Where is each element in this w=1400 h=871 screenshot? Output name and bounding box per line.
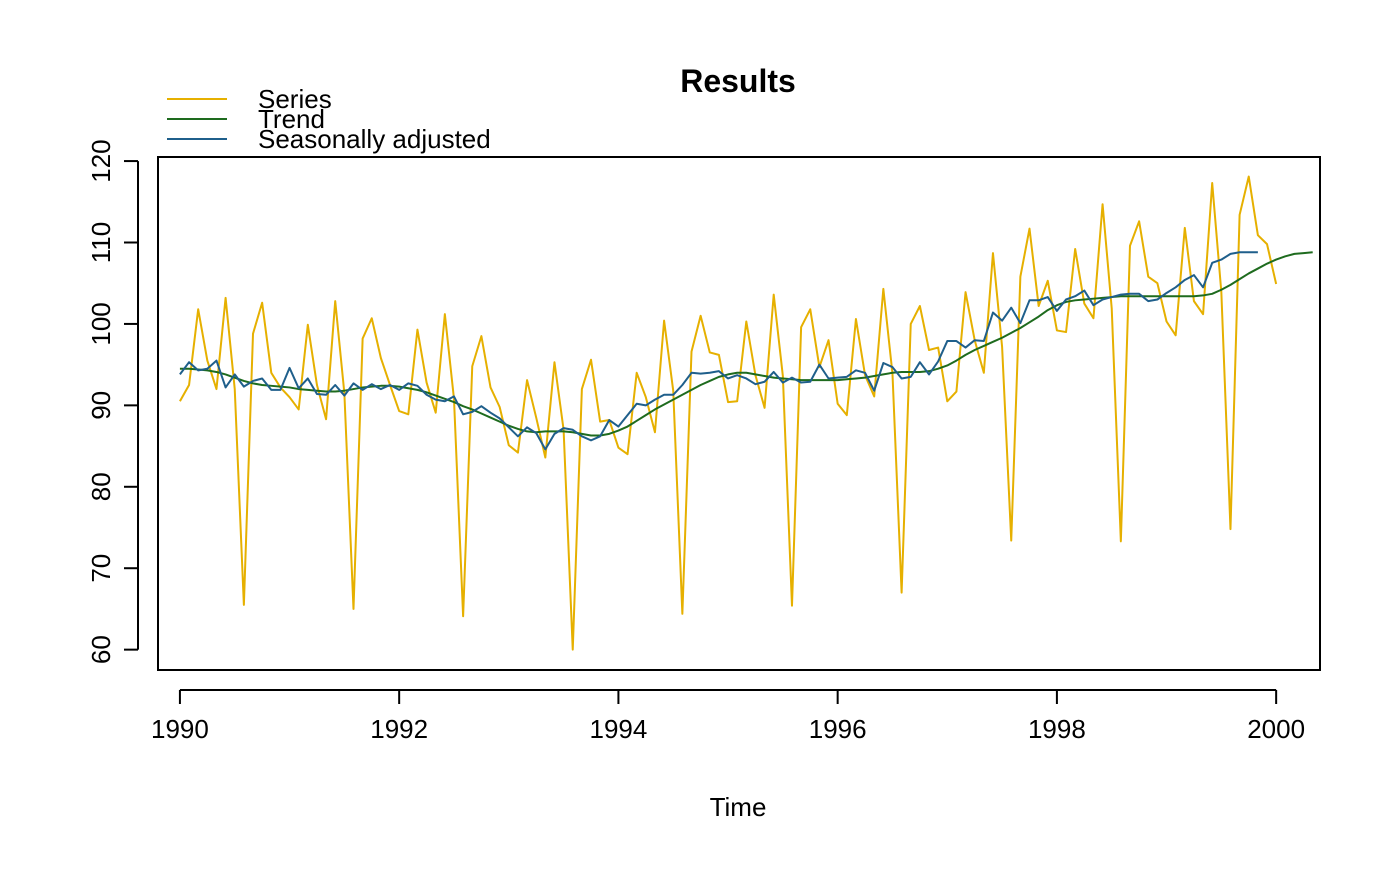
x-tick-label: 1998 [1028, 714, 1086, 744]
series-line-trend [179, 251, 1313, 437]
y-tick-label: 70 [86, 554, 116, 583]
y-tick-label: 80 [86, 472, 116, 501]
legend-label: Trend [258, 104, 325, 134]
x-tick-label: 1994 [589, 714, 647, 744]
chart-title: Results [680, 63, 796, 99]
y-tick-label: 100 [86, 302, 116, 345]
x-axis-title: Time [710, 792, 767, 822]
series-line-seasonally-adjusted [179, 251, 1258, 451]
x-tick-label: 1996 [809, 714, 867, 744]
y-tick-label: 110 [86, 222, 116, 263]
y-tick-label: 60 [86, 635, 116, 664]
series-layer [179, 175, 1313, 651]
legend-label: Series [258, 84, 332, 114]
x-axis: 1990 1992 1994 1996 1998 2000 [151, 689, 1305, 744]
x-tick-label: 1992 [370, 714, 428, 744]
y-tick-label: 90 [86, 391, 116, 420]
plot-frame [157, 156, 1321, 671]
y-tick-label: 120 [86, 139, 116, 182]
legend-label: Seasonally adjusted [258, 124, 491, 154]
x-tick-label: 2000 [1247, 714, 1305, 744]
y-axis: 60 70 80 90 100 110 120 [86, 139, 139, 664]
x-tick-label: 1990 [151, 714, 209, 744]
series-line-series [179, 175, 1278, 651]
